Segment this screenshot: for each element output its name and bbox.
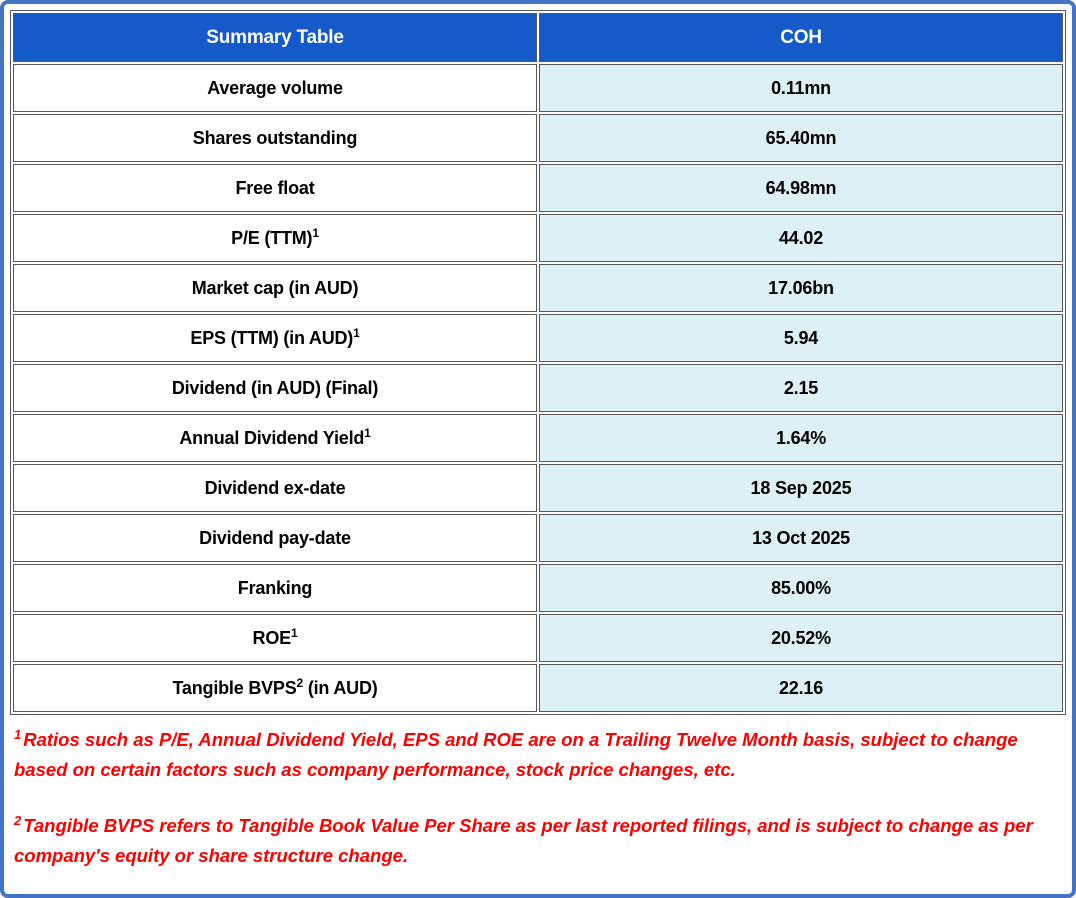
table-row: Market cap (in AUD) 17.06bn (13, 264, 1063, 312)
table-row: Average volume 0.11mn (13, 64, 1063, 112)
table-row: Dividend ex-date 18 Sep 2025 (13, 464, 1063, 512)
table-row: Annual Dividend Yield1 1.64% (13, 414, 1063, 462)
table-row: Tangible BVPS2 (in AUD) 22.16 (13, 664, 1063, 712)
header-cell-summary-table: Summary Table (13, 13, 537, 62)
metric-label: P/E (TTM)1 (13, 214, 537, 262)
metric-label: Tangible BVPS2 (in AUD) (13, 664, 537, 712)
table-body: Average volume 0.11mn Shares outstanding 65… (13, 64, 1063, 712)
footnote-marker: 2 (14, 813, 22, 829)
footnote: 2 Tangible BVPS refers to Tangible Book V… (14, 813, 1033, 866)
metric-label: Shares outstanding (13, 114, 537, 162)
table-row: Franking 85.00% (13, 564, 1063, 612)
metric-label: Average volume (13, 64, 537, 112)
metric-value: 22.16 (539, 664, 1063, 712)
footnote-ref: 1 (312, 225, 319, 240)
summary-table: Summary Table COH Average volume 0.11mn Sh… (10, 10, 1066, 715)
footnote-marker: 1 (14, 726, 22, 742)
metric-label: Free float (13, 164, 537, 212)
metric-value: 17.06bn (539, 264, 1063, 312)
metric-label: Dividend (in AUD) (Final) (13, 364, 537, 412)
footnote-ref: 1 (290, 625, 298, 640)
table-row: Dividend pay-date 13 Oct 2025 (13, 514, 1063, 562)
metric-label: Market cap (in AUD) (13, 264, 537, 312)
metric-value: 1.64% (539, 414, 1063, 462)
table-row: Dividend (in AUD) (Final) 2.15 (13, 364, 1063, 412)
metric-value: 85.00% (539, 564, 1063, 612)
metric-value: 65.40mn (539, 114, 1063, 162)
table-row: ROE1 20.52% (13, 614, 1063, 662)
metric-label: Annual Dividend Yield1 (13, 414, 537, 462)
metric-value: 0.11mn (539, 64, 1063, 112)
metric-value: 13 Oct 2025 (539, 514, 1063, 562)
metric-value: 64.98mn (539, 164, 1063, 212)
header-cell-ticker: COH (539, 13, 1063, 62)
metric-value: 18 Sep 2025 (539, 464, 1063, 512)
metric-value: 2.15 (539, 364, 1063, 412)
table-head: Summary Table COH (13, 13, 1063, 62)
metric-value: 20.52% (539, 614, 1063, 662)
table-row: EPS (TTM) (in AUD)1 5.94 (13, 314, 1063, 362)
table-row: Shares outstanding 65.40mn (13, 114, 1063, 162)
metric-label: Dividend ex-date (13, 464, 537, 512)
table-row: Free float 64.98mn (13, 164, 1063, 212)
metric-label: EPS (TTM) (in AUD)1 (13, 314, 537, 362)
table-row: P/E (TTM)1 44.02 (13, 214, 1063, 262)
metric-label: ROE1 (13, 614, 537, 662)
footnote: 1 Ratios such as P/E, Annual Dividend Yie… (14, 726, 1018, 780)
metric-label: Dividend pay-date (13, 514, 537, 562)
footnote-ref: 2 (296, 675, 304, 690)
metric-value: 5.94 (539, 314, 1063, 362)
metric-value: 44.02 (539, 214, 1063, 262)
footnote-ref: 1 (353, 325, 360, 340)
header-row: Summary Table COH (13, 13, 1063, 62)
metric-label: Franking (13, 564, 537, 612)
footnotes-section: 1 Ratios such as P/E, Annual Dividend Yie… (10, 715, 1066, 870)
footnote-ref: 1 (364, 425, 371, 440)
